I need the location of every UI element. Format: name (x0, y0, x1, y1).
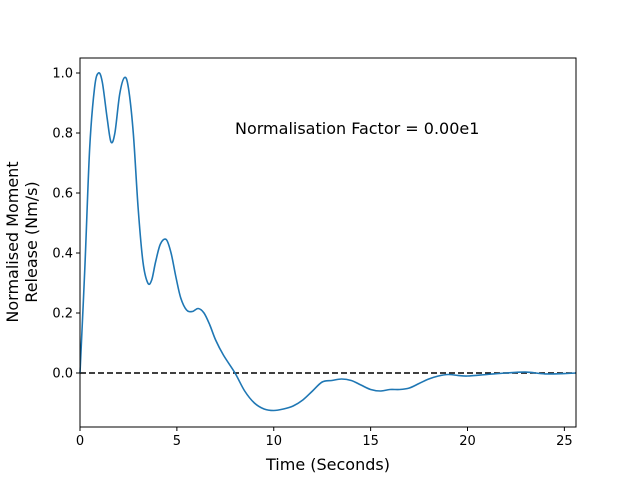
x-tick-label-1: 5 (173, 434, 181, 449)
y-tick-label-3: 0.6 (52, 187, 73, 202)
y-axis-label: Normalised Moment Release (Nm/s) (3, 161, 41, 322)
x-tick-label-0: 0 (76, 434, 84, 449)
x-tick-label-2: 10 (265, 434, 282, 449)
x-axis-label: Time (Seconds) (265, 455, 390, 474)
plot-area (79, 71, 577, 412)
normalisation-factor-annotation: Normalisation Factor = 0.00e1 (235, 119, 479, 138)
axes-frame (79, 57, 577, 428)
x-tick-label-5: 25 (556, 434, 573, 449)
x-tick-label-3: 15 (362, 434, 379, 449)
x-tick-label-4: 20 (459, 434, 476, 449)
y-tick-label-4: 0.8 (52, 127, 73, 142)
y-axis-label-line-2: Release (Nm/s) (22, 181, 41, 302)
y-tick-label-5: 1.0 (52, 67, 73, 82)
y-axis-label-line-1: Normalised Moment (3, 161, 22, 322)
y-tick-label-2: 0.4 (52, 247, 73, 262)
series-line-0 (79, 71, 577, 412)
y-tick-label-0: 0.0 (52, 367, 73, 382)
axes: 0 5 10 15 20 25 0.0 0.2 0.4 0.6 0.8 1.0 (52, 57, 577, 449)
y-tick-label-1: 0.2 (52, 307, 73, 322)
